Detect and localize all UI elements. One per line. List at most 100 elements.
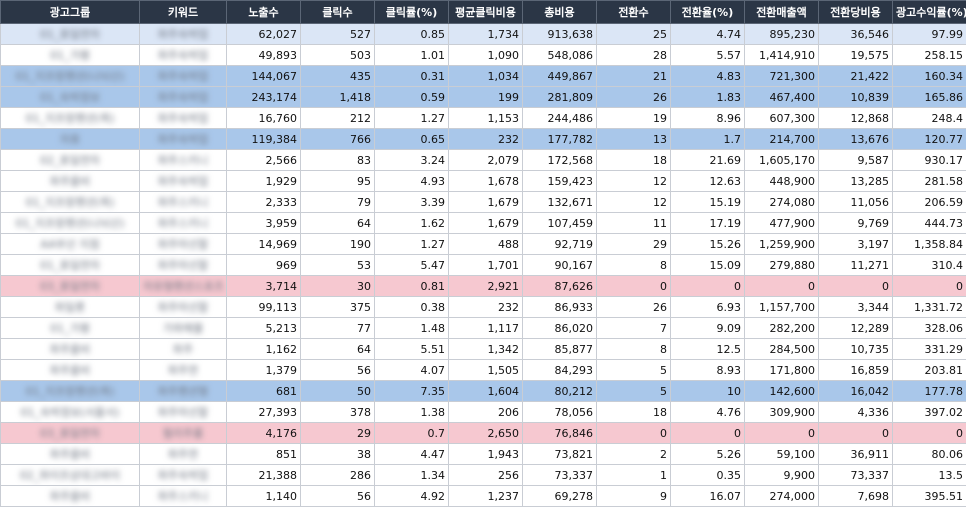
- keyword-cell: 파주마선할: [140, 234, 227, 255]
- metric-cell: 12: [597, 192, 671, 213]
- metric-cell: 913,638: [523, 24, 597, 45]
- metric-cell: 4.83: [671, 66, 745, 87]
- keyword-cell: 파주숙박업: [140, 45, 227, 66]
- column-header[interactable]: 노출수: [227, 1, 301, 24]
- metric-cell: 7,698: [819, 486, 893, 507]
- metric-cell: 274,000: [745, 486, 819, 507]
- column-header[interactable]: 광고수익률(%): [893, 1, 966, 24]
- ad-group-cell: 파주을비: [1, 171, 140, 192]
- metric-cell: 0.31: [375, 66, 449, 87]
- column-header[interactable]: 총비용: [523, 1, 597, 24]
- column-header[interactable]: 클릭률(%): [375, 1, 449, 24]
- column-header[interactable]: 전환매출액: [745, 1, 819, 24]
- metric-cell: 243,174: [227, 87, 301, 108]
- column-header[interactable]: 광고그룹: [1, 1, 140, 24]
- metric-cell: 86,933: [523, 297, 597, 318]
- metric-cell: 248.4: [893, 108, 966, 129]
- keyword-cell: 가파매물: [140, 318, 227, 339]
- ad-group-cell: 01_휴일연차: [1, 24, 140, 45]
- column-header[interactable]: 키워드: [140, 1, 227, 24]
- metric-cell: 1.34: [375, 465, 449, 486]
- metric-cell: 16.07: [671, 486, 745, 507]
- metric-cell: 212: [301, 108, 375, 129]
- keyword-cell: 파주: [140, 339, 227, 360]
- column-header[interactable]: 전환율(%): [671, 1, 745, 24]
- metric-cell: 488: [449, 234, 523, 255]
- column-header[interactable]: 평균클릭비용: [449, 1, 523, 24]
- ad-group-cell: 01_가평: [1, 318, 140, 339]
- metric-cell: 13.5: [893, 465, 966, 486]
- metric-cell: 10,735: [819, 339, 893, 360]
- ad-group-cell: 파주을비: [1, 339, 140, 360]
- metric-cell: 171,800: [745, 360, 819, 381]
- keyword-name: 파주펜션형: [158, 383, 209, 399]
- metric-cell: 281,809: [523, 87, 597, 108]
- keyword-cell: 파주숙박업: [140, 171, 227, 192]
- metric-cell: 1,331.72: [893, 297, 966, 318]
- metric-cell: 503: [301, 45, 375, 66]
- column-header[interactable]: 클릭수: [301, 1, 375, 24]
- keyword-name: 파주스키니: [158, 194, 209, 210]
- metric-cell: 1,379: [227, 360, 301, 381]
- ad-group-name: 자휴: [60, 131, 80, 147]
- metric-cell: 375: [301, 297, 375, 318]
- metric-cell: 286: [301, 465, 375, 486]
- metric-cell: 378: [301, 402, 375, 423]
- metric-cell: 328.06: [893, 318, 966, 339]
- metric-cell: 0: [819, 276, 893, 297]
- metric-cell: 3,344: [819, 297, 893, 318]
- metric-cell: 1.27: [375, 234, 449, 255]
- metric-cell: 160.34: [893, 66, 966, 87]
- metric-cell: 84,293: [523, 360, 597, 381]
- keyword-cell: 파주스키니: [140, 192, 227, 213]
- metric-cell: 1,162: [227, 339, 301, 360]
- metric-cell: 284,500: [745, 339, 819, 360]
- metric-cell: 1,140: [227, 486, 301, 507]
- ad-group-cell: 01_숙박정보: [1, 87, 140, 108]
- metric-cell: 4.92: [375, 486, 449, 507]
- ad-group-cell: 파주을비: [1, 360, 140, 381]
- metric-cell: 18: [597, 150, 671, 171]
- metric-cell: 681: [227, 381, 301, 402]
- keyword-name: 파주스키니: [158, 215, 209, 231]
- metric-cell: 12,868: [819, 108, 893, 129]
- metric-cell: 1,678: [449, 171, 523, 192]
- column-header[interactable]: 전환당비용: [819, 1, 893, 24]
- column-header[interactable]: 전환수: [597, 1, 671, 24]
- metric-cell: 95: [301, 171, 375, 192]
- keyword-name: 파주스키니: [158, 152, 209, 168]
- metric-cell: 97.99: [893, 24, 966, 45]
- metric-cell: 9: [597, 486, 671, 507]
- metric-cell: 13: [597, 129, 671, 150]
- metric-cell: 3,197: [819, 234, 893, 255]
- metric-cell: 165.86: [893, 87, 966, 108]
- metric-cell: 199: [449, 87, 523, 108]
- metric-cell: 78,056: [523, 402, 597, 423]
- metric-cell: 29: [597, 234, 671, 255]
- keyword-cell: 파주스키니: [140, 150, 227, 171]
